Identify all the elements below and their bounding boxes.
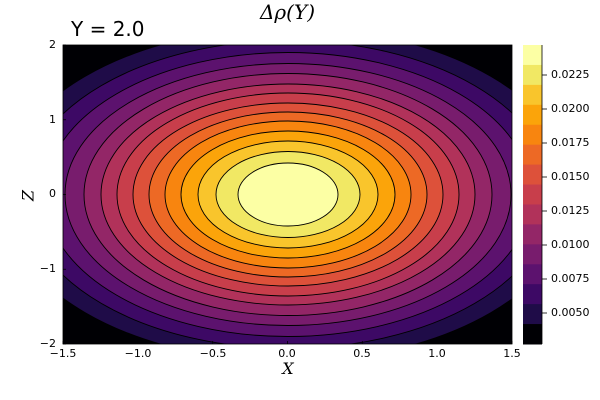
- contour-band: [237, 162, 339, 227]
- colorbar-band: [523, 104, 542, 126]
- colorbar-tick-label: 0.0125: [551, 204, 590, 217]
- y-tick-label: 0: [49, 187, 56, 200]
- colorbar-band: [523, 144, 542, 166]
- x-tick-label: 0.0: [278, 347, 296, 360]
- colorbar-band: [523, 204, 542, 225]
- colorbar-band: [523, 264, 542, 285]
- colorbar-band: [523, 124, 542, 146]
- colorbar-band: [523, 304, 542, 325]
- colorbar-band: [523, 324, 542, 345]
- colorbar-tick-label: 0.0075: [551, 272, 590, 285]
- colorbar: [523, 45, 547, 345]
- y-tick-label: 2: [49, 38, 56, 51]
- colorbar-band: [523, 84, 542, 106]
- colorbar-band: [523, 224, 542, 245]
- colorbar-band: [523, 64, 542, 86]
- x-tick-label: 1.5: [503, 347, 521, 360]
- y-axis-label: Z: [18, 189, 38, 202]
- colorbar-tick-label: 0.0225: [551, 68, 590, 81]
- x-tick-label: −1.5: [49, 347, 77, 360]
- x-tick-label: 0.5: [353, 347, 371, 360]
- x-axis-label: X: [282, 359, 294, 378]
- x-tick-label: −1.0: [124, 347, 152, 360]
- y-tick-label: −2: [39, 337, 56, 350]
- colorbar-band: [523, 45, 542, 66]
- colorbar-band: [523, 244, 542, 265]
- colorbar-tick-label: 0.0200: [551, 102, 590, 115]
- colorbar-band: [523, 184, 542, 205]
- colorbar-tick-label: 0.0100: [551, 238, 590, 251]
- colorbar-tick-label: 0.0175: [551, 136, 590, 149]
- x-tick-label: 1.0: [428, 347, 446, 360]
- colorbar-tick-label: 0.0050: [551, 306, 590, 319]
- y-tick-label: 1: [49, 113, 56, 126]
- colorbar-band: [523, 284, 542, 305]
- y-tick-label: −1: [39, 262, 56, 275]
- colorbar-tick-label: 0.0150: [551, 170, 590, 183]
- chart-title: Δρ(Y): [259, 0, 315, 24]
- colorbar-band: [523, 164, 542, 186]
- chart-subtitle: Y = 2.0: [71, 17, 145, 41]
- x-tick-label: −0.5: [199, 347, 227, 360]
